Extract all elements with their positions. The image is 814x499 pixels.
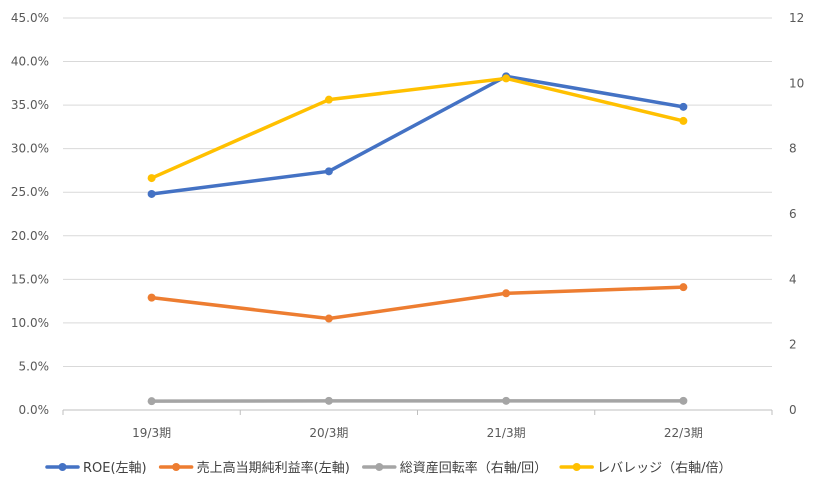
left-y-tick-label: 25.0% [11,185,49,199]
data-point [325,397,333,405]
series-0 [148,72,688,198]
data-point [148,190,156,198]
series-line [152,76,684,194]
left-y-tick-label: 5.0% [19,359,50,373]
left-y-tick-label: 45.0% [11,11,49,25]
data-point [502,289,510,297]
x-tick-label: 22/3期 [664,426,703,440]
right-y-tick-label: 12 [789,11,804,25]
legend-marker [59,463,67,471]
left-y-tick-label: 0.0% [19,403,50,417]
legend-label: レバレッジ（右軸/倍） [597,461,731,476]
x-tick-label: 20/3期 [309,426,348,440]
legend-item: 売上高当期純利益率(左軸) [161,460,350,476]
legend: ROE(左軸) 売上高当期純利益率(左軸) 総資産回転率（右軸/回） レバレッジ（右軸… [47,460,732,476]
legend-item: 総資産回転率（右軸/回） [364,460,547,476]
series-lines [148,72,688,405]
legend-item: ROE(左軸) [47,461,147,476]
right-y-tick-label: 2 [789,338,797,352]
right-y-tick-label: 4 [789,272,797,286]
data-point [679,117,687,125]
gridlines [63,18,772,410]
data-point [502,74,510,82]
right-y-tick-label: 0 [789,403,797,417]
legend-label: 売上高当期純利益率(左軸) [197,460,350,476]
left-y-tick-label: 35.0% [11,98,49,112]
left-y-tick-label: 40.0% [11,55,49,69]
x-axis: 19/3期 20/3期 21/3期 22/3期 [63,410,772,440]
data-point [679,283,687,291]
data-point [679,397,687,405]
right-y-tick-label: 8 [789,142,797,156]
legend-marker [375,463,383,471]
legend-item: レバレッジ（右軸/倍） [561,461,731,476]
legend-label: 総資産回転率（右軸/回） [400,460,547,476]
series-line [152,287,684,318]
data-point [148,294,156,302]
legend-label: ROE(左軸) [83,461,147,476]
series-1 [148,283,688,322]
data-point [148,174,156,182]
left-y-tick-label: 15.0% [11,272,49,286]
data-point [148,397,156,405]
series-2 [148,397,688,405]
legend-marker [573,463,581,471]
left-y-tick-label: 10.0% [11,316,49,330]
legend-marker [172,463,180,471]
left-y-tick-label: 30.0% [11,142,49,156]
x-tick-label: 19/3期 [132,426,171,440]
data-point [679,103,687,111]
right-y-axis: 0 2 4 6 8 10 12 [789,11,804,417]
data-point [325,167,333,175]
series-3 [148,74,688,182]
left-y-axis: 0.0% 5.0% 10.0% 15.0% 20.0% 25.0% 30.0% 35.0% 40… [11,11,49,417]
right-y-tick-label: 10 [789,76,804,90]
left-y-tick-label: 20.0% [11,229,49,243]
data-point [325,96,333,104]
data-point [502,397,510,405]
data-point [325,315,333,323]
x-tick-label: 21/3期 [487,426,526,440]
right-y-tick-label: 6 [789,207,797,221]
